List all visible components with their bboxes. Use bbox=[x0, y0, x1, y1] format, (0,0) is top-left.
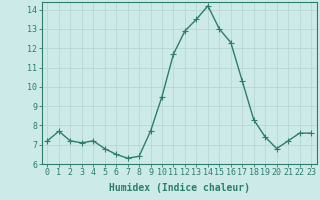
X-axis label: Humidex (Indice chaleur): Humidex (Indice chaleur) bbox=[109, 183, 250, 193]
